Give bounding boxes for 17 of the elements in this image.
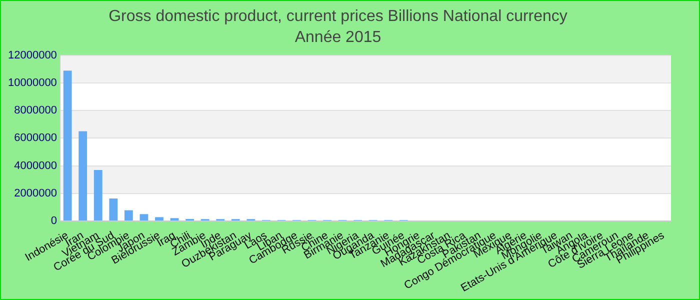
y-tick-label: 2000000 xyxy=(14,187,57,200)
bar xyxy=(63,70,72,221)
bar xyxy=(109,198,118,221)
y-tick-label: 8000000 xyxy=(14,104,57,117)
bar xyxy=(78,131,88,221)
bar xyxy=(124,210,133,221)
bar xyxy=(94,170,102,221)
bar xyxy=(170,218,179,221)
y-tick-label: 10000000 xyxy=(8,77,57,90)
chart-subtitle: Année 2015 xyxy=(294,29,382,46)
bar xyxy=(155,217,164,221)
y-tick-label: 0 xyxy=(50,215,57,228)
y-tick-label: 12000000 xyxy=(8,49,57,62)
chart-title: Gross domestic product, current prices Billions National currency xyxy=(108,8,568,26)
y-tick-label: 6000000 xyxy=(14,132,57,144)
y-tick-label: 4000000 xyxy=(14,160,57,172)
bar xyxy=(140,214,148,221)
